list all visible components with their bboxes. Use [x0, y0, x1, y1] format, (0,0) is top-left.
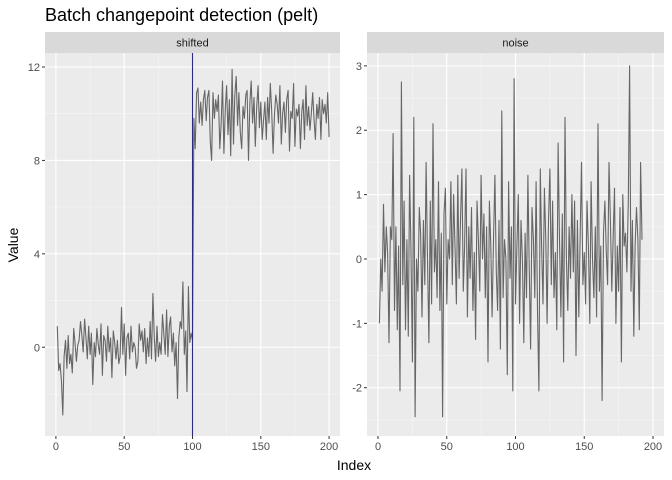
x-ticks-noise: 0 50 100 150 200 — [375, 436, 662, 453]
y-tick-label: 1 — [356, 190, 362, 202]
y-tick-label: 0 — [34, 342, 40, 354]
y-tick-label: 12 — [28, 62, 40, 74]
y-tick-label: 8 — [34, 155, 40, 167]
x-tick-label: 150 — [252, 441, 270, 453]
y-ticks-shifted: 0 4 8 12 — [28, 62, 45, 354]
y-tick-label: 2 — [356, 125, 362, 137]
y-axis-label: Value — [5, 227, 21, 262]
strip-label-shifted: shifted — [176, 38, 208, 50]
y-tick-label: 0 — [356, 254, 362, 266]
x-axis-label: Index — [337, 457, 371, 473]
strip-background-noise — [367, 32, 664, 53]
series-line-noise — [378, 65, 643, 418]
y-tick-label: 3 — [356, 61, 362, 73]
x-tick-label: 150 — [575, 441, 593, 453]
series-shifted — [56, 53, 330, 436]
x-tick-label: 50 — [118, 441, 130, 453]
x-tick-label: 100 — [506, 441, 524, 453]
x-tick-label: 200 — [320, 441, 338, 453]
series-line-shifted — [56, 68, 330, 416]
strip-background-shifted — [45, 32, 340, 53]
x-tick-label: 50 — [441, 441, 453, 453]
series-noise — [378, 65, 643, 418]
panel-noise: noise 0 50 100 150 200 -2 -1 0 1 2 3 — [352, 32, 664, 453]
panel-shifted: shifted 0 50 100 150 200 0 4 8 12 — [28, 32, 340, 453]
strip-label-noise: noise — [502, 38, 528, 50]
chart-title: Batch changepoint detection (pelt) — [45, 5, 318, 25]
y-tick-label: 4 — [34, 249, 40, 261]
y-tick-label: -2 — [352, 383, 362, 395]
x-tick-label: 0 — [53, 441, 59, 453]
x-tick-label: 200 — [644, 441, 662, 453]
y-ticks-noise: -2 -1 0 1 2 3 — [352, 61, 367, 395]
x-tick-label: 100 — [183, 441, 201, 453]
x-ticks-shifted: 0 50 100 150 200 — [53, 436, 338, 453]
x-tick-label: 0 — [375, 441, 381, 453]
y-tick-label: -1 — [352, 318, 362, 330]
